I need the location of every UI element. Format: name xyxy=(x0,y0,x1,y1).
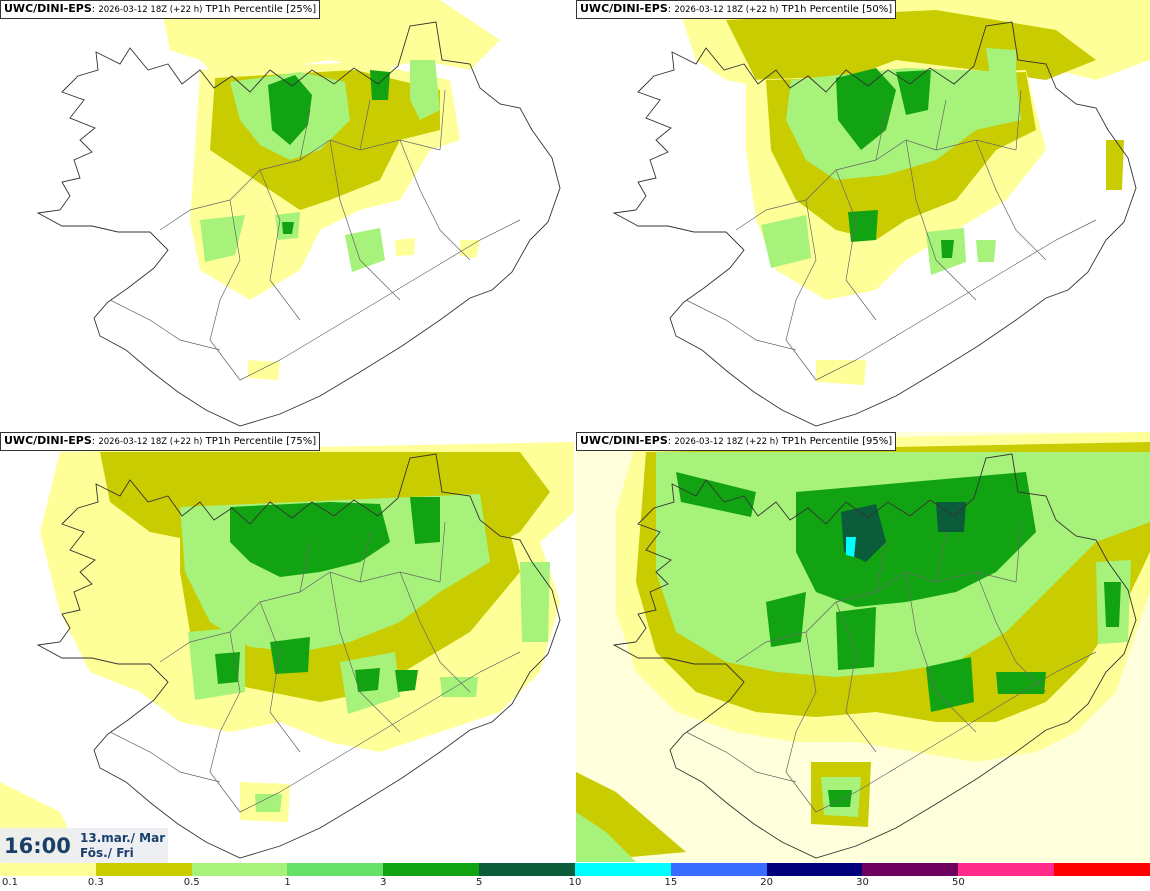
colorbar-label: 0.1 xyxy=(2,877,18,888)
model-name: UWC/DINI-EPS xyxy=(4,2,92,15)
colorbar-segment xyxy=(95,863,192,876)
map-panel-p95: UWC/DINI-EPS: 2026-03-12 18Z (+22 h) TP1… xyxy=(576,432,1150,862)
run-time: 2026-03-12 18Z (+22 h) xyxy=(674,5,779,15)
colorbar-label: 30 xyxy=(856,877,869,888)
field-name: TP1h Percentile [25%] xyxy=(205,4,317,15)
colorbar-label: 1 xyxy=(284,877,291,888)
map-panel-p75: UWC/DINI-EPS: 2026-03-12 18Z (+22 h) TP1… xyxy=(0,432,574,862)
model-name: UWC/DINI-EPS xyxy=(580,2,668,15)
precip-map xyxy=(613,0,1150,427)
panel-title: UWC/DINI-EPS: 2026-03-12 18Z (+22 h) TP1… xyxy=(0,0,321,19)
field-name: TP1h Percentile [75%] xyxy=(205,436,317,447)
colorbar-segment xyxy=(0,863,96,876)
colorbar-label: 0.3 xyxy=(87,877,104,888)
run-time: 2026-03-12 18Z (+22 h) xyxy=(674,437,779,447)
precip-colorbar xyxy=(0,863,1150,876)
model-name: UWC/DINI-EPS xyxy=(580,434,668,447)
panel-title: UWC/DINI-EPS: 2026-03-12 18Z (+22 h) TP1… xyxy=(576,432,897,451)
colorbar-label: 50 xyxy=(951,877,965,888)
colorbar-label: 20 xyxy=(760,877,774,888)
map-panel-p50: UWC/DINI-EPS: 2026-03-12 18Z (+22 h) TP1… xyxy=(576,0,1150,430)
colorbar-labels: 0.1 0.3 0.5 1 3 5 10 15 20 30 50 xyxy=(0,876,1150,891)
colorbar-segment xyxy=(670,863,767,876)
colorbar-segment xyxy=(1054,863,1150,876)
map-panel-p25: UWC/DINI-EPS: 2026-03-12 18Z (+22 h) TP1… xyxy=(0,0,574,430)
date-line: 13.mar./ Mar xyxy=(80,831,166,845)
model-name: UWC/DINI-EPS xyxy=(4,434,92,447)
panel-title: UWC/DINI-EPS: 2026-03-12 18Z (+22 h) TP1… xyxy=(576,0,897,19)
colorbar-label: 15 xyxy=(664,877,678,888)
field-name: TP1h Percentile [95%] xyxy=(781,436,893,447)
field-name: TP1h Percentile [50%] xyxy=(781,4,893,15)
valid-time-clock: 16:00 xyxy=(4,834,71,858)
valid-time-date: 13.mar./ Mar Fös./ Fri xyxy=(80,831,165,861)
colorbar-segment xyxy=(958,863,1055,876)
precip-map xyxy=(37,0,561,427)
colorbar-segment xyxy=(191,863,288,876)
colorbar-label: 0.5 xyxy=(183,877,200,888)
colorbar-segment xyxy=(479,863,575,876)
colorbar-label: 10 xyxy=(568,877,582,888)
day-line: Fös./ Fri xyxy=(80,846,134,860)
valid-time-box: 16:00 13.mar./ Mar Fös./ Fri xyxy=(0,828,168,864)
colorbar-label: 5 xyxy=(475,877,483,888)
run-time: 2026-03-12 18Z (+22 h) xyxy=(98,5,203,15)
precip-map xyxy=(0,442,574,862)
colorbar-segment xyxy=(862,863,959,876)
colorbar-segment xyxy=(287,863,384,876)
precip-map xyxy=(576,432,1150,862)
run-time: 2026-03-12 18Z (+22 h) xyxy=(98,437,203,447)
colorbar-segment xyxy=(766,863,863,876)
colorbar-segment xyxy=(383,863,480,876)
colorbar-segment xyxy=(574,863,671,876)
colorbar-label: 3 xyxy=(380,877,387,888)
panel-title: UWC/DINI-EPS: 2026-03-12 18Z (+22 h) TP1… xyxy=(0,432,321,451)
